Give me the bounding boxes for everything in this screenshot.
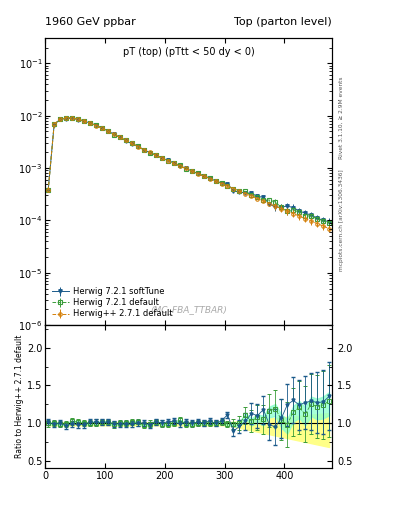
Text: Rivet 3.1.10, ≥ 2.9M events: Rivet 3.1.10, ≥ 2.9M events [339, 76, 344, 159]
Y-axis label: Ratio to Herwig++ 2.7.1 default: Ratio to Herwig++ 2.7.1 default [15, 335, 24, 458]
Text: Top (parton level): Top (parton level) [234, 16, 332, 27]
Text: 1960 GeV ppbar: 1960 GeV ppbar [45, 16, 136, 27]
Legend: Herwig 7.2.1 softTune, Herwig 7.2.1 default, Herwig++ 2.7.1 default: Herwig 7.2.1 softTune, Herwig 7.2.1 defa… [50, 285, 175, 321]
Text: pT (top) (pTtt < 50 dy < 0): pT (top) (pTtt < 50 dy < 0) [123, 47, 255, 57]
Text: mcplots.cern.ch [arXiv:1306.3436]: mcplots.cern.ch [arXiv:1306.3436] [339, 169, 344, 271]
Text: (MC_FBA_TTBAR): (MC_FBA_TTBAR) [150, 305, 227, 314]
